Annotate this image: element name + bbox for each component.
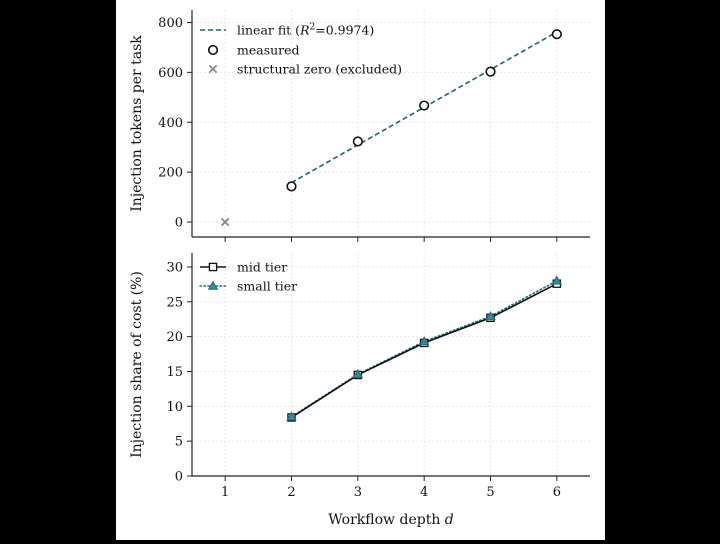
figure: 0 200 400 600 800 Injection tokens per task li… [116, 0, 605, 540]
excluded-point [220, 217, 230, 227]
legend-excluded-stroke [208, 64, 218, 74]
legend-fit-label: linear fit (R2=0.9974) [237, 23, 374, 38]
x-axis-label: Workflow depth d [328, 512, 454, 528]
small-tier-point [286, 411, 297, 421]
y-tick-label: 10 [166, 400, 183, 415]
legend-mid-label: mid tier [237, 260, 287, 275]
y-axis-label: Injection tokens per task [129, 35, 145, 212]
small-tier-point [418, 336, 430, 346]
y-tick-label: 15 [166, 365, 183, 380]
x-tick-label: 3 [354, 485, 362, 500]
small-tier-point [352, 368, 364, 379]
measured-point [419, 100, 430, 111]
y-tick-label: 200 [158, 166, 183, 181]
small-tier-point [485, 311, 496, 321]
panel-1-axes: 0 200 400 600 800 Injection tokens per task [129, 10, 590, 242]
y-tick-label: 600 [158, 66, 183, 81]
legend-excluded-label: structural zero (excluded) [237, 62, 402, 77]
x-tick-label: 2 [287, 485, 295, 500]
x-tick-label: 5 [486, 485, 494, 500]
measured-point [352, 136, 363, 147]
measured-point [551, 29, 562, 40]
legend-excluded-swatch [208, 64, 218, 74]
measured-point [485, 66, 496, 77]
y-tick-label: 0 [175, 470, 183, 485]
panel-2-legend: mid tier small tier [199, 260, 297, 294]
x-tick-label: 1 [221, 485, 229, 500]
y-tick-label: 400 [158, 116, 183, 131]
y-tick-label: 5 [175, 435, 183, 450]
legend-measured-label: measured [237, 43, 300, 58]
panel-2-axes: 1 2 3 4 5 6 0 5 10 15 20 25 30 Injection share of cos… [129, 253, 590, 500]
y-tick-label: 800 [158, 16, 183, 31]
legend-small-swatch-marker [207, 280, 219, 290]
legend-mid-swatch-marker [208, 262, 218, 272]
legend-small-label: small tier [237, 279, 297, 294]
y-tick-label: 20 [166, 330, 183, 345]
y-tick-label: 30 [166, 260, 183, 275]
small-tier-point [551, 275, 563, 285]
x-tick-label: 6 [553, 485, 561, 500]
y-tick-label: 0 [175, 216, 183, 231]
panel-1-legend: linear fit (R2=0.9974) measured structural… [200, 23, 402, 77]
legend-measured-swatch [207, 44, 219, 56]
excluded-point-stroke [220, 217, 230, 227]
x-tick-label: 4 [420, 485, 428, 500]
measured-point [286, 181, 297, 192]
y-axis-label: Injection share of cost (%) [129, 271, 145, 458]
y-tick-label: 25 [166, 295, 183, 310]
